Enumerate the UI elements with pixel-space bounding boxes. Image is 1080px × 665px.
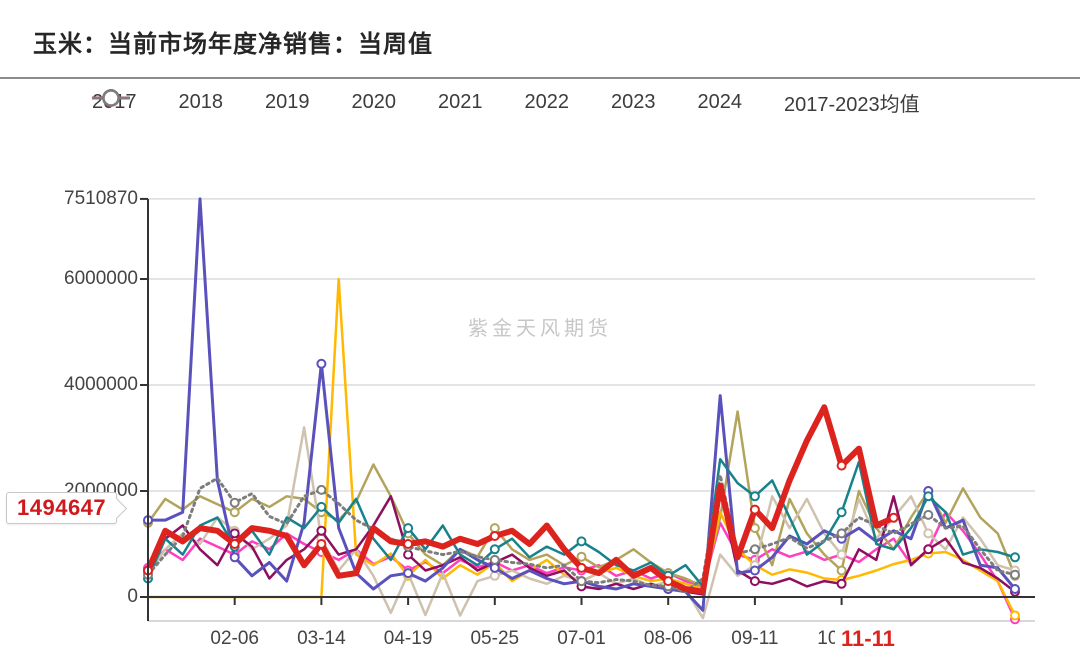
data-point-marker: [1010, 584, 1020, 594]
x-axis-current-date-label: 11-11: [835, 626, 901, 652]
data-point-marker: [749, 504, 760, 515]
data-point-marker: [229, 552, 240, 563]
data-point-marker: [836, 528, 847, 539]
data-point-marker: [576, 536, 587, 547]
data-point-marker: [1010, 610, 1020, 621]
data-point-marker: [316, 539, 327, 549]
data-point-marker: [749, 565, 760, 576]
legend-label: 2023: [611, 90, 656, 113]
data-point-marker: [489, 562, 500, 573]
x-axis-label: 02-06: [210, 628, 259, 649]
data-point-marker: [489, 531, 500, 541]
legend-item-20172023[interactable]: 2017-2023均值: [92, 88, 920, 116]
legend-label: 2020: [351, 90, 397, 113]
legend-item-2021[interactable]: 2021: [92, 88, 483, 116]
legend-label: 2019: [265, 90, 310, 113]
chart-area: 紫金天风期货 1494647 0 2000000 4000000 6000000 751…: [0, 170, 1080, 665]
data-point-marker: [923, 509, 934, 520]
data-point-marker: [229, 539, 240, 549]
title-divider: [0, 77, 1080, 79]
series-line-2024[interactable]: [145, 404, 897, 595]
x-axis-label: 09-11: [731, 628, 779, 649]
data-point-marker: [403, 539, 414, 549]
data-point-marker: [749, 576, 760, 587]
data-point-marker: [403, 568, 414, 579]
legend-item-2018[interactable]: 2018: [92, 88, 224, 116]
chart-title: 玉米：当前市场年度净销售：当周值: [33, 31, 433, 58]
data-point-marker: [316, 525, 327, 536]
plot-canvas: [140, 197, 1035, 625]
legend: 201720182019202020212022202320242017-202…: [92, 88, 1052, 116]
legend-label: 2024: [697, 90, 743, 113]
x-axis-label: 07-01: [557, 628, 606, 649]
data-point-marker: [489, 554, 500, 565]
data-point-marker: [489, 544, 500, 555]
legend-item-2024[interactable]: 2024: [92, 88, 743, 116]
x-axis-label: 03-14: [297, 628, 346, 649]
legend-label: 2022: [524, 90, 570, 113]
legend-marker-icon: [92, 89, 130, 107]
data-point-marker: [836, 578, 847, 589]
legend-label: 2018: [178, 90, 224, 113]
data-point-marker: [229, 507, 240, 518]
legend-item-2019[interactable]: 2019: [92, 88, 310, 116]
data-point-marker: [229, 528, 240, 539]
data-point-marker: [749, 544, 760, 555]
y-axis-label: 4000000: [64, 374, 138, 395]
data-point-marker: [229, 497, 240, 508]
data-point-marker: [1010, 569, 1020, 580]
data-point-marker: [923, 528, 934, 539]
data-point-marker: [316, 358, 327, 369]
data-point-marker: [403, 549, 414, 560]
latest-value-callout: 1494647: [6, 492, 128, 524]
data-point-marker: [663, 576, 674, 587]
data-point-marker: [923, 491, 934, 502]
data-point-marker: [749, 491, 760, 502]
data-point-marker: [576, 551, 587, 562]
legend-item-2023[interactable]: 2023: [92, 88, 656, 116]
data-point-marker: [836, 460, 847, 471]
data-point-marker: [836, 565, 847, 576]
data-point-marker: [576, 576, 587, 587]
x-axis-label: 08-06: [643, 628, 693, 649]
data-point-marker: [1010, 552, 1020, 563]
x-axis-label: 04-19: [383, 628, 433, 649]
latest-value: 1494647: [17, 495, 107, 520]
legend-item-2022[interactable]: 2022: [92, 88, 570, 116]
data-point-marker: [836, 507, 847, 518]
watermark: 紫金天风期货: [468, 318, 612, 340]
data-point-marker: [888, 512, 899, 523]
x-axis-label: 05-25: [470, 628, 520, 649]
y-axis-label: 7510870: [64, 187, 138, 209]
data-point-marker: [576, 562, 587, 573]
series-line-2021[interactable]: [146, 197, 1017, 612]
data-point-marker: [923, 544, 934, 555]
data-point-marker: [316, 501, 327, 512]
y-axis-label: 6000000: [64, 268, 138, 289]
legend-item-2020[interactable]: 2020: [92, 88, 397, 116]
legend-label: 2017-2023均值: [784, 93, 920, 116]
data-point-marker: [403, 523, 414, 534]
data-point-marker: [489, 570, 500, 581]
y-axis-label: 0: [127, 586, 138, 607]
data-point-marker: [316, 484, 327, 495]
data-point-marker: [836, 549, 847, 560]
data-point-marker: [489, 523, 500, 534]
legend-label: 2021: [438, 90, 483, 113]
